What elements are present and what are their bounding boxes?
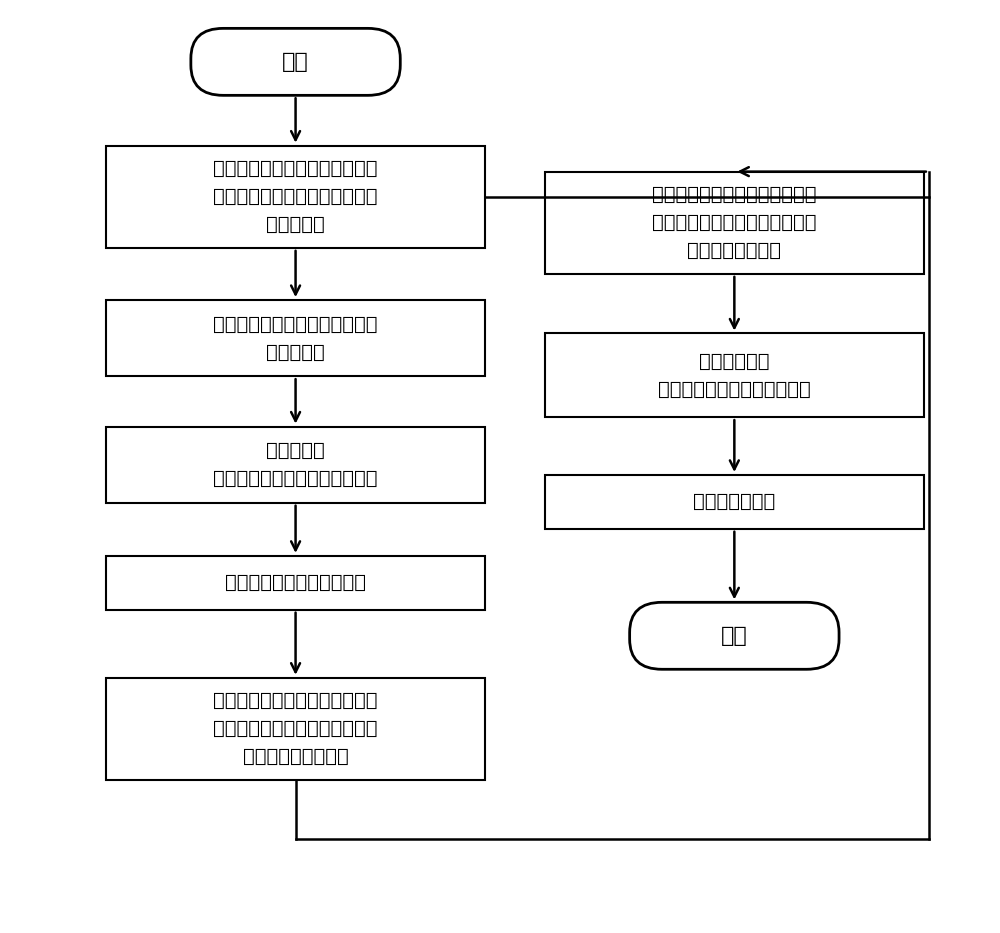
FancyBboxPatch shape [545,475,924,529]
Text: 开始: 开始 [282,52,309,72]
FancyBboxPatch shape [630,603,839,669]
Text: 建立基于统一
市场的虚拟电厂优化调度模型: 建立基于统一 市场的虚拟电厂优化调度模型 [658,352,811,398]
Text: 建立蓄电池
的充放电约束以及深度放电约束: 建立蓄电池 的充放电约束以及深度放电约束 [213,441,378,488]
FancyBboxPatch shape [545,172,924,274]
FancyBboxPatch shape [106,146,485,248]
FancyBboxPatch shape [106,300,485,376]
Text: 将预测负荷拟合为正态分布: 将预测负荷拟合为正态分布 [225,573,366,592]
FancyBboxPatch shape [106,677,485,780]
Text: 将实时市场出售的电能拟合为正
正态分布，并建立统一电力市场
下的出售电能模型: 将实时市场出售的电能拟合为正 正态分布，并建立统一电力市场 下的出售电能模型 [652,186,817,260]
Text: 将实时市场购买的电能拟合为正
态分布，并建立基于同一电力市
场下的购买电能模型: 将实时市场购买的电能拟合为正 态分布，并建立基于同一电力市 场下的购买电能模型 [213,691,378,766]
Text: 求解并输出结果: 求解并输出结果 [693,493,775,511]
FancyBboxPatch shape [106,556,485,610]
FancyBboxPatch shape [191,28,400,95]
Text: 输入电力市场价格、虚拟电厂中
负荷需求以及分布式电源、蓄电
池相关参数: 输入电力市场价格、虚拟电厂中 负荷需求以及分布式电源、蓄电 池相关参数 [213,160,378,234]
FancyBboxPatch shape [106,426,485,503]
Text: 建立蓄电池循环寿命模型和运行
费用模型。: 建立蓄电池循环寿命模型和运行 费用模型。 [213,314,378,362]
FancyBboxPatch shape [545,333,924,417]
Text: 结束: 结束 [721,626,748,646]
